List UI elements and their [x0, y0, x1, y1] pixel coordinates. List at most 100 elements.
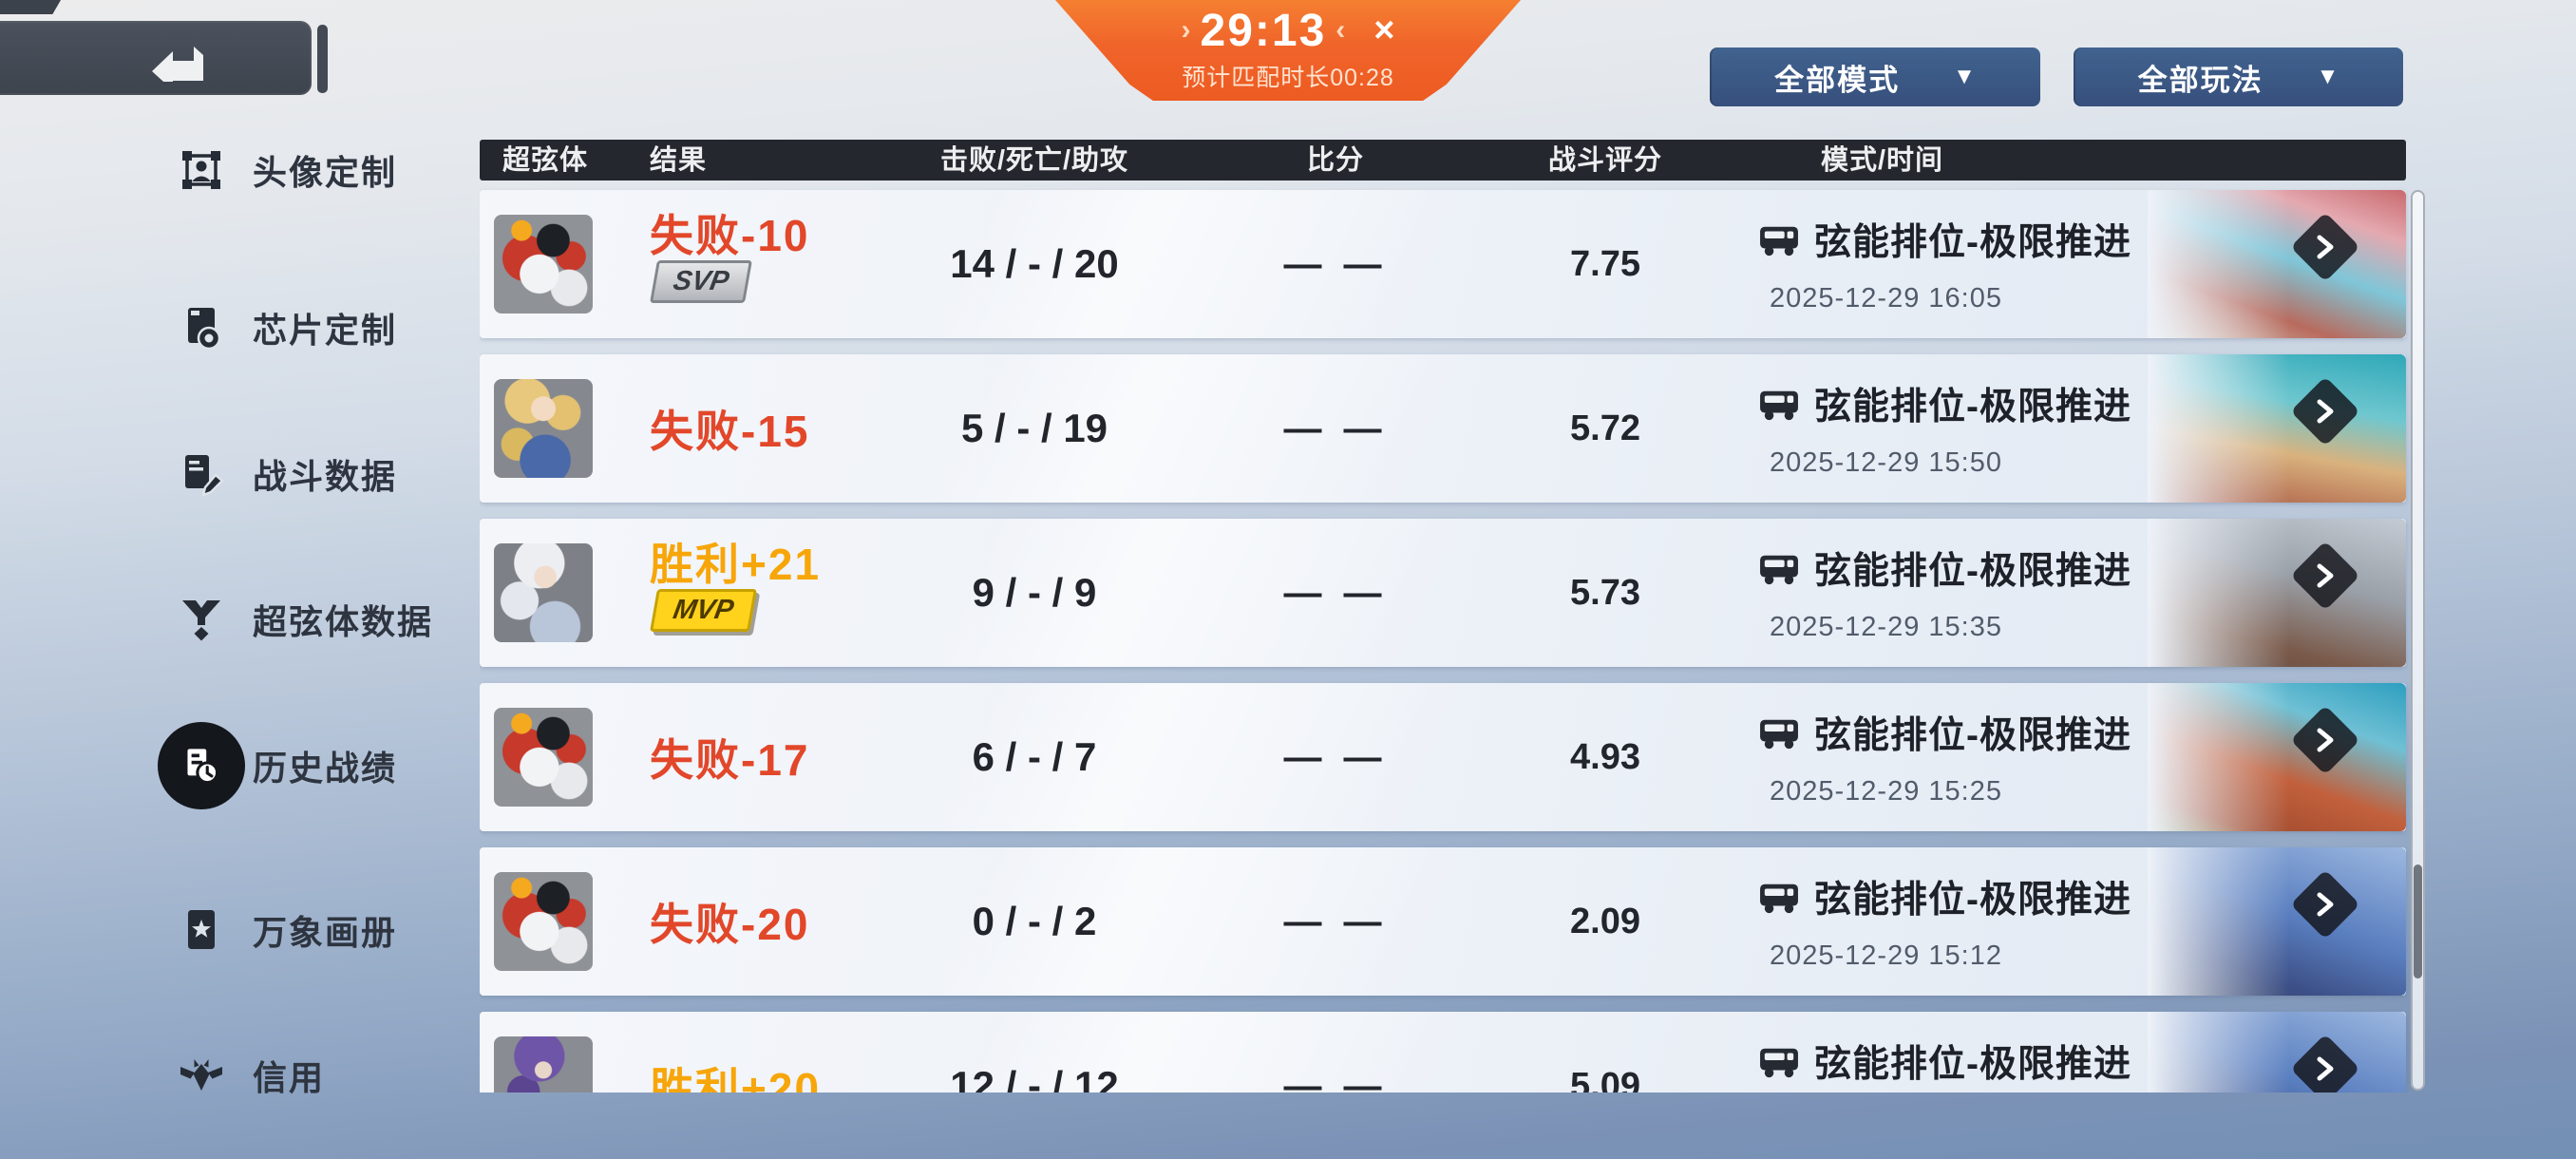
match-row[interactable]: 失败-20 0 / - / 2 — — 2.09 弦能排位-极限推进 2025-…	[480, 847, 2406, 996]
sidebar-item-label: 历史战绩	[253, 749, 398, 788]
detail-arrow-button[interactable]	[2290, 541, 2360, 611]
timer-decor-left: ›	[1181, 14, 1191, 46]
match-timestamp: 2025-12-29 15:35	[1770, 612, 2002, 642]
vehicle-mode-icon	[1760, 719, 1798, 750]
character-avatar	[494, 708, 593, 807]
detail-arrow-button[interactable]	[2290, 1034, 2360, 1092]
timer-decor-right: ‹	[1335, 14, 1346, 46]
matchmaking-timer: 29:13	[1200, 5, 1327, 56]
detail-arrow-button[interactable]	[2290, 212, 2360, 282]
sidebar-item-label: 超弦体数据	[253, 602, 434, 641]
character-avatar	[494, 379, 593, 478]
mode-name: 弦能排位-极限推进	[1814, 880, 2131, 921]
match-result: 胜利+20	[650, 1064, 822, 1092]
map-thumbnail	[2148, 683, 2406, 831]
credit-icon	[158, 1032, 245, 1119]
map-thumbnail	[2148, 354, 2406, 503]
match-history-table: 超弦体 结果 击败/死亡/助攻 比分 战斗评分 模式/时间 失败-10 SVP 14 / …	[480, 140, 2429, 1092]
rating-value: 4.93	[1570, 737, 1640, 777]
rating-value: 7.75	[1570, 244, 1640, 284]
character-avatar	[494, 1036, 593, 1092]
match-result: 胜利+21	[650, 540, 822, 589]
scrollbar-thumb[interactable]	[2414, 864, 2422, 978]
detail-arrow-button[interactable]	[2290, 376, 2360, 446]
column-header: 结果	[650, 145, 708, 176]
filter-dropdown-label: 全部模式	[1774, 63, 1901, 97]
column-header: 模式/时间	[1821, 145, 1944, 176]
kda-value: 5 / - / 19	[960, 406, 1108, 450]
match-row[interactable]: 失败-10 SVP 14 / - / 20 — — 7.75 弦能排位-极限推进…	[480, 190, 2406, 338]
sidebar-item-chip-custom[interactable]: 芯片定制	[158, 284, 557, 371]
sidebar-item-superstring-data[interactable]: 超弦体数据	[158, 576, 557, 663]
score-value: — —	[1283, 736, 1388, 778]
filter-dropdown-label: 全部玩法	[2137, 63, 2263, 97]
kda-value: 0 / - / 2	[972, 899, 1097, 943]
column-header: 击败/死亡/助攻	[939, 145, 1129, 176]
sidebar-item-label: 万象画册	[253, 913, 398, 952]
detail-arrow-button[interactable]	[2290, 869, 2360, 940]
score-value: — —	[1283, 901, 1388, 942]
kda-value: 12 / - / 12	[950, 1063, 1119, 1092]
close-icon[interactable]: ×	[1373, 10, 1395, 50]
matchmaking-banner: › 29:13 ‹ × 预计匹配时长00:28	[1055, 0, 1521, 101]
rating-value: 2.09	[1570, 902, 1640, 941]
filter-dropdown-mode[interactable]: 全部模式 ▼	[1710, 48, 2040, 106]
score-value: — —	[1283, 1065, 1388, 1092]
sidebar-item-avatar-custom[interactable]: 头像定制	[158, 126, 557, 214]
dropdown-arrow-icon: ▼	[2316, 64, 2339, 89]
match-row[interactable]: 胜利+21 MVP 9 / - / 9 — — 5.73 弦能排位-极限推进 2…	[480, 519, 2406, 667]
sidebar-item-label: 信用	[253, 1058, 326, 1097]
match-row[interactable]: 失败-15 5 / - / 19 — — 5.72 弦能排位-极限推进 2025…	[480, 354, 2406, 503]
mvp-badge: MVP	[650, 589, 757, 632]
sidebar-item-credit[interactable]: 信用	[158, 1032, 557, 1119]
sidebar-item-label: 芯片定制	[253, 311, 398, 350]
character-avatar	[494, 543, 593, 642]
character-avatar	[494, 215, 593, 314]
match-row[interactable]: 失败-17 6 / - / 7 — — 4.93 弦能排位-极限推进 2025-…	[480, 683, 2406, 831]
sidebar-item-label: 战斗数据	[253, 457, 398, 496]
score-value: — —	[1283, 572, 1388, 614]
corner-tab	[0, 0, 62, 14]
matchmaking-estimate: 预计匹配时长00:28	[1182, 64, 1394, 91]
match-timestamp: 2025-12-29 15:12	[1770, 940, 2002, 971]
avatar-frame-icon	[158, 126, 245, 214]
vehicle-mode-icon	[1760, 390, 1798, 421]
mode-name: 弦能排位-极限推进	[1814, 222, 2131, 263]
column-header: 战斗评分	[1547, 145, 1663, 176]
detail-arrow-button[interactable]	[2290, 705, 2360, 775]
map-thumbnail	[2148, 847, 2406, 996]
score-value: — —	[1283, 408, 1388, 449]
sidebar-item-gallery[interactable]: 万象画册	[158, 886, 557, 974]
match-timestamp: 2025-12-29 15:25	[1770, 776, 2002, 807]
match-timestamp: 2025-12-29 15:50	[1770, 447, 2002, 478]
svp-badge: SVP	[650, 260, 752, 303]
score-value: — —	[1283, 243, 1388, 285]
chevron-right-icon	[2317, 728, 2334, 752]
filter-dropdown-playstyle[interactable]: 全部玩法 ▼	[2074, 48, 2403, 106]
kda-value: 6 / - / 7	[972, 734, 1097, 779]
back-icon	[152, 47, 203, 82]
match-result: 失败-15	[650, 407, 810, 456]
back-button[interactable]	[0, 21, 312, 95]
sidebar-item-history-record[interactable]: 历史战绩	[158, 722, 557, 809]
kda-value: 9 / - / 9	[972, 570, 1097, 615]
chip-icon	[158, 284, 245, 371]
history-icon	[158, 722, 245, 809]
rating-value: 5.09	[1570, 1066, 1640, 1092]
match-row[interactable]: 胜利+20 12 / - / 12 — — 5.09 弦能排位-极限推进	[480, 1012, 2406, 1092]
chevron-right-icon	[2317, 1056, 2334, 1081]
album-icon	[158, 886, 245, 974]
chevron-right-icon	[2317, 892, 2334, 917]
rating-value: 5.72	[1570, 408, 1640, 448]
column-header: 比分	[1306, 145, 1365, 176]
vehicle-mode-icon	[1760, 1048, 1798, 1078]
map-thumbnail	[2148, 190, 2406, 338]
mode-name: 弦能排位-极限推进	[1814, 715, 2131, 756]
match-result: 失败-17	[650, 735, 810, 785]
column-header: 超弦体	[502, 145, 589, 176]
vehicle-mode-icon	[1760, 884, 1798, 914]
battle-data-icon	[158, 430, 245, 518]
sidebar-item-battle-data[interactable]: 战斗数据	[158, 430, 557, 518]
character-avatar	[494, 872, 593, 971]
chevron-right-icon	[2317, 563, 2334, 588]
